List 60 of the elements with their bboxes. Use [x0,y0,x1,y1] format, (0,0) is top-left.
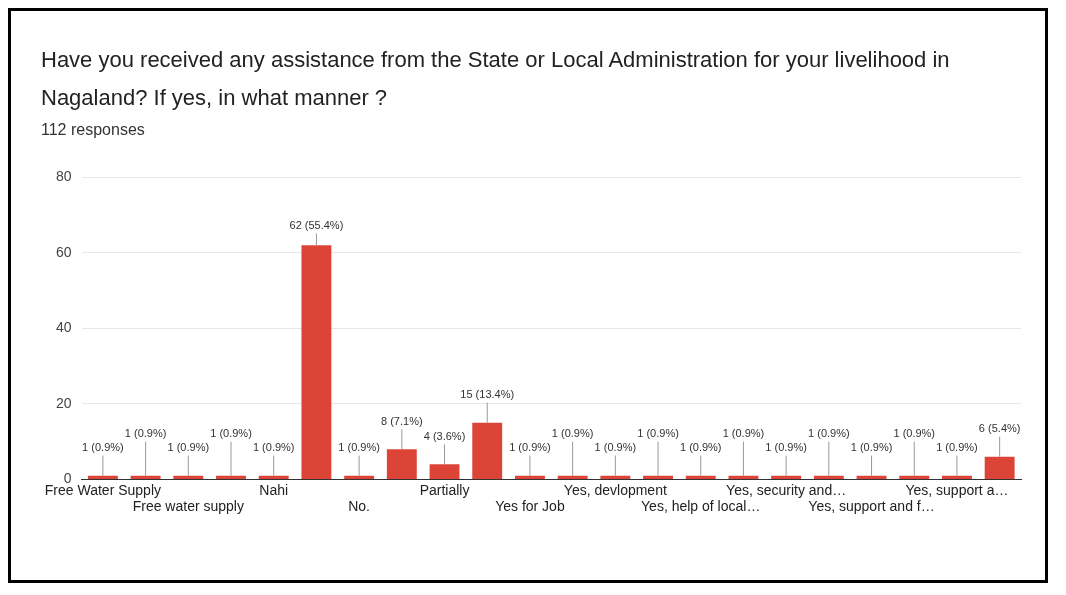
data-label: 1 (0.9%) [594,441,637,454]
x-tick-label: No. [348,498,371,515]
y-tick-label: 0 [63,470,72,487]
chart-subtitle: 112 responses [41,121,146,139]
y-tick-label: 20 [55,394,72,411]
data-label: 1 (0.9%) [338,441,380,454]
data-label: 1 (0.9%) [509,441,551,454]
bar [557,475,588,479]
data-label: 1 (0.9%) [936,441,978,454]
data-label: 1 (0.9%) [637,427,679,440]
data-label: 8 (7.1%) [381,414,423,427]
data-label: 1 (0.9%) [765,441,807,454]
bar [216,475,246,479]
data-label: 4 (3.6%) [423,429,466,442]
bar [87,475,118,479]
bar [130,475,161,479]
data-label: 1 (0.9%) [252,441,295,454]
data-label: 1 (0.9%) [82,441,124,454]
bar [685,475,716,479]
x-tick-label: Nahi [259,481,289,498]
bar [429,464,460,479]
x-tick-label: Yes, security and… [726,481,847,498]
bar [899,475,930,479]
bar [771,475,802,479]
data-label: 1 (0.9%) [167,441,210,454]
data-label: 1 (0.9%) [124,427,167,440]
x-tick-label: Yes for Job [495,498,565,515]
data-label: 1 (0.9%) [210,427,252,440]
data-label: 1 (0.9%) [551,427,594,440]
bar [984,456,1015,479]
x-tick-label: Yes, support a… [905,481,1009,498]
data-label: 1 (0.9%) [679,441,722,454]
y-tick-label: 80 [55,168,72,185]
bar [386,449,417,479]
chart-title: Have you received any assistance from the State or Local Administration for your livelihood in Nagaland? If yes, in what manner ? [41,46,951,112]
data-label: 1 (0.9%) [722,427,765,440]
bar [600,475,631,479]
bar [173,475,204,479]
data-label: 6 (5.4%) [978,422,1021,435]
bar [472,422,503,479]
data-label: 1 (0.9%) [850,441,893,454]
data-label: 62 (55.4%) [289,218,344,231]
y-tick-label: 60 [55,243,72,260]
bar [258,475,289,479]
bar [813,475,844,479]
bar [728,475,759,479]
bar [301,245,332,479]
x-tick-label: Partially [419,481,470,498]
bar [514,475,545,479]
data-label: 15 (13.4%) [460,388,515,401]
y-tick-label: 40 [55,319,72,336]
x-tick-label: Yes, support and f… [808,498,935,515]
x-tick-label: Free water supply [132,498,244,515]
bar [344,475,375,479]
bar [942,475,972,479]
data-label: 1 (0.9%) [808,427,850,440]
data-label: 1 (0.9%) [893,427,936,440]
x-tick-label: Yes, devlopment [563,481,667,498]
x-tick-label: Yes, help of local… [641,498,761,515]
bar [643,475,673,479]
